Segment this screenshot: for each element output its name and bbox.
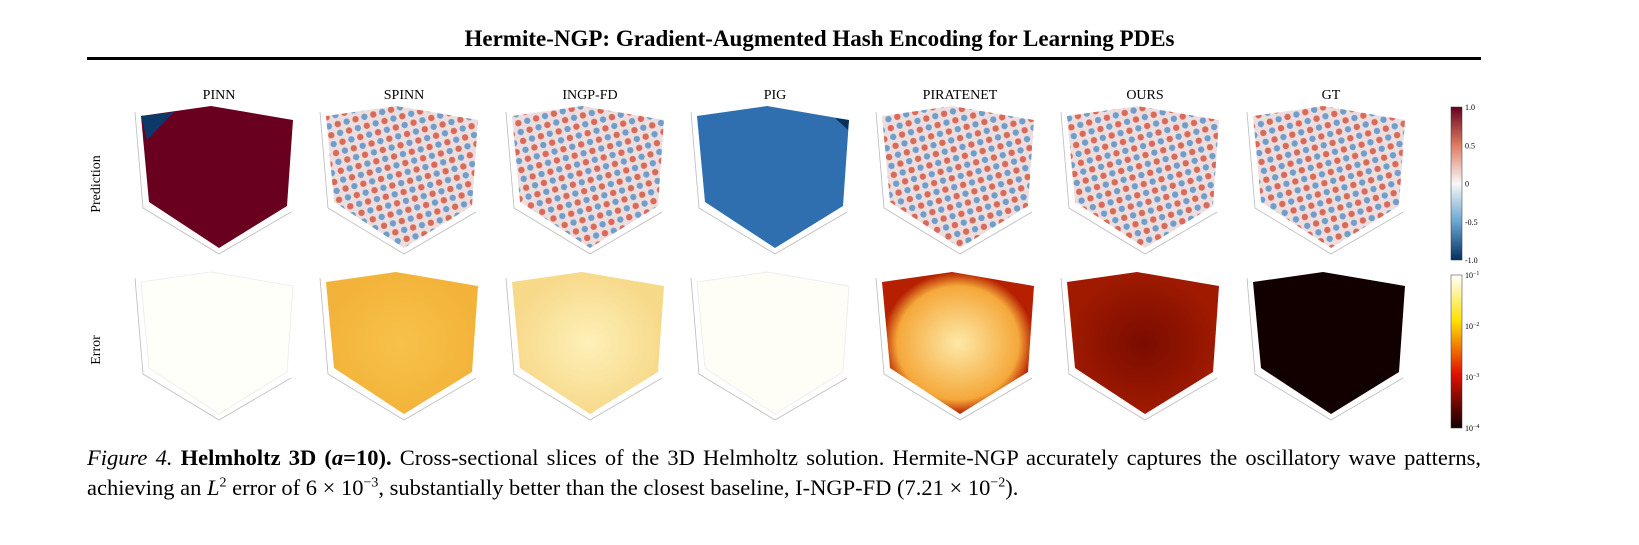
cube-axis: [1246, 111, 1404, 255]
colorbar: [1450, 274, 1463, 429]
cube-axis: [690, 111, 848, 255]
paper-title: Hermite-NGP: Gradient-Augmented Hash Enc…: [464, 26, 1175, 51]
cube: [882, 106, 1034, 248]
heading-var: a: [331, 445, 344, 470]
figure-label: Figure 4.: [87, 445, 173, 470]
column-label: INGP-FD: [562, 88, 617, 103]
column-label: PIG: [764, 88, 787, 103]
cube: [512, 272, 664, 414]
tick-exponent: −2: [1473, 322, 1479, 328]
column-label: OURS: [1126, 88, 1163, 103]
caption-text: ).: [1005, 475, 1019, 500]
colorbar-tick-label: 10−4: [1465, 424, 1479, 433]
cube-axis: [505, 111, 663, 255]
cube: [1067, 272, 1219, 414]
cube: [696, 271, 850, 415]
colorbar-tick-label: 0: [1465, 180, 1469, 189]
caption-text: error of 6 × 10: [232, 475, 364, 500]
norm-exp: 2: [219, 475, 227, 491]
caption-text: , substantially better than the closest …: [378, 475, 991, 500]
tick-exponent: −1: [1473, 271, 1479, 277]
norm: L: [206, 475, 220, 500]
cube-corner: [835, 118, 849, 130]
cube-axis: [319, 111, 477, 255]
row-label: Prediction: [89, 155, 104, 213]
cube-axis: [875, 111, 1033, 255]
tick-exponent: −3: [1473, 373, 1479, 379]
tick-base: 10: [1465, 373, 1473, 382]
caption-text: Cross-sectional slices of the 3D Helmhol…: [87, 445, 1482, 500]
cube-corner: [141, 112, 174, 140]
cube: [140, 271, 294, 415]
colorbar-tick-label: 10−2: [1465, 322, 1479, 331]
figure: PINN SPINN INGP-FD PIG PIRATENET OURS GT Predic…: [89, 88, 1479, 433]
column-label: PIRATENET: [923, 88, 998, 103]
cube-axis: [1060, 111, 1218, 255]
colorbar: [1450, 106, 1463, 261]
cube: [512, 106, 664, 248]
cube-axis: [875, 277, 1033, 421]
cube-axis: [1060, 277, 1218, 421]
heading-end: =10).: [343, 445, 392, 470]
cube-axis: [319, 277, 477, 421]
cube: [141, 106, 293, 248]
tick-base: 10: [1465, 271, 1473, 280]
cube-axis: [505, 277, 663, 421]
cube: [1253, 272, 1405, 414]
cube: [697, 106, 849, 248]
tick-exponent: −4: [1473, 424, 1479, 430]
exponent: −2: [990, 475, 1006, 491]
cube: [1067, 106, 1219, 248]
cube-axis: [1246, 277, 1404, 421]
colorbar-tick-label: 10−3: [1465, 373, 1479, 382]
column-label: SPINN: [384, 88, 424, 103]
cube-axis: [690, 277, 848, 421]
cube: [882, 272, 1034, 414]
colorbar-tick-label: 10−1: [1465, 271, 1479, 280]
exponent: −3: [363, 475, 379, 491]
cube: [326, 272, 478, 414]
column-label: GT: [1322, 88, 1341, 103]
row-label: Error: [89, 335, 104, 365]
column-label: PINN: [203, 88, 236, 103]
cube-axis: [134, 277, 292, 421]
caption: Figure 4. Helmholtz 3D (a=10). Cross-sec…: [87, 443, 1481, 503]
colorbar-tick-label: -1.0: [1465, 256, 1478, 265]
cube: [1253, 106, 1405, 248]
cube: [326, 106, 478, 248]
header-rule: [87, 57, 1481, 60]
cube-axis: [134, 111, 292, 255]
colorbar-tick-label: 0.5: [1465, 141, 1475, 150]
tick-base: 10: [1465, 322, 1473, 331]
tick-base: 10: [1465, 424, 1473, 433]
heading-start: Helmholtz 3D (: [180, 445, 332, 470]
caption-heading: Helmholtz 3D (a=10).: [181, 445, 392, 470]
colorbar-tick-label: -0.5: [1465, 218, 1478, 227]
colorbar-tick-label: 1.0: [1465, 103, 1475, 112]
